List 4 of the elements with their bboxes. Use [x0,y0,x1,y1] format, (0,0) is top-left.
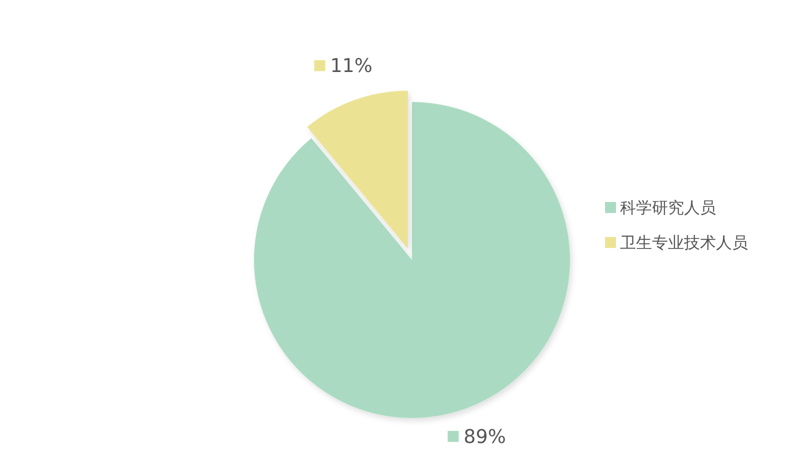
legend-label: 卫生专业技术人员 [620,233,748,252]
legend-label: 科学研究人员 [620,198,716,217]
data-label: 11% [330,55,372,78]
data-label: 89% [464,426,506,448]
